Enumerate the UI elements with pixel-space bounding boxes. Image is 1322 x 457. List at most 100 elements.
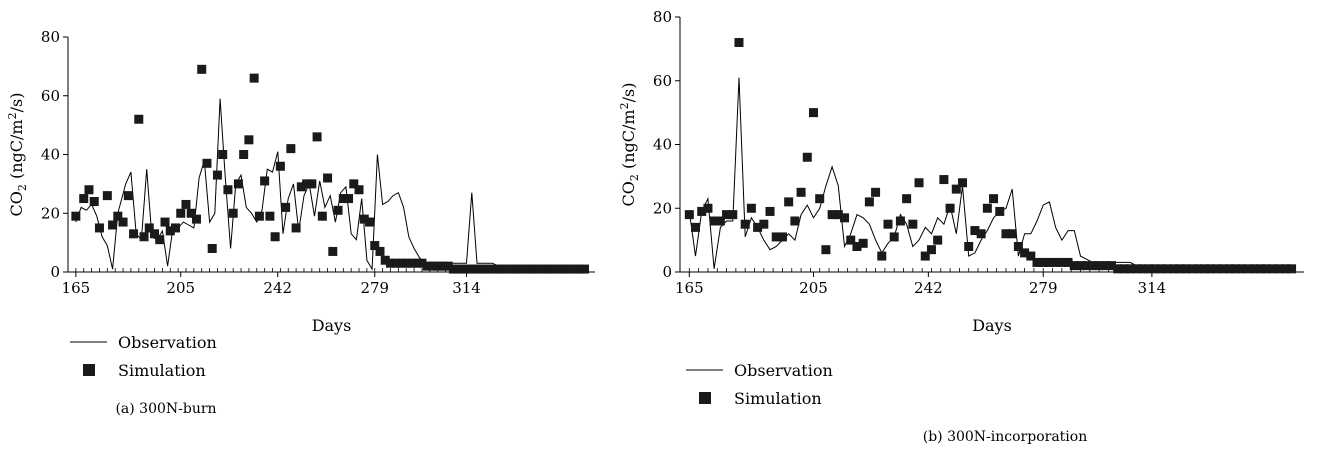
simulation-point	[469, 264, 479, 274]
simulation-point	[302, 179, 312, 189]
simulation-point	[160, 217, 170, 227]
simulation-point	[354, 185, 364, 195]
x-tick-label: 205	[799, 279, 828, 297]
simulation-point	[249, 73, 259, 83]
simulation-point	[385, 258, 395, 268]
simulation-point	[165, 226, 175, 236]
simulation-point	[244, 135, 254, 145]
y-tick-label: 0	[662, 263, 672, 281]
simulation-point	[1144, 264, 1154, 274]
simulation-point	[532, 264, 542, 274]
series-observation-line	[75, 98, 582, 271]
simulation-point	[753, 222, 763, 232]
simulation-point	[939, 175, 949, 185]
simulation-point	[275, 161, 285, 171]
simulation-point	[1100, 261, 1110, 271]
simulation-point	[951, 184, 961, 194]
simulation-point	[548, 264, 558, 274]
simulation-point	[454, 264, 464, 274]
simulation-point	[796, 187, 806, 197]
simulation-point	[265, 211, 275, 221]
y-tick-label: 20	[653, 199, 672, 217]
x-tick-label: 279	[1029, 279, 1058, 297]
simulation-point	[790, 216, 800, 226]
simulation-point	[150, 229, 160, 239]
simulation-point	[740, 219, 750, 229]
simulation-point	[858, 238, 868, 248]
y-tick-label: 40	[653, 136, 672, 154]
legend-label-observation: Observation	[118, 333, 217, 352]
x-axis-label: Days	[972, 316, 1012, 335]
y-axis-label: CO2 (ngC/m2/s)	[618, 83, 641, 207]
simulation-point	[433, 261, 443, 271]
simulation-point	[176, 208, 186, 218]
simulation-point	[94, 223, 104, 233]
simulation-point	[197, 64, 207, 74]
simulation-point	[1156, 264, 1166, 274]
simulation-point	[1224, 264, 1234, 274]
simulation-point	[84, 185, 94, 195]
simulation-point	[443, 261, 453, 271]
simulation-point	[1063, 257, 1073, 267]
simulation-point	[317, 211, 327, 221]
simulation-point	[270, 232, 280, 242]
x-tick-label: 314	[452, 279, 481, 297]
simulation-point	[1113, 264, 1123, 274]
simulation-point	[889, 232, 899, 242]
simulation-point	[559, 264, 569, 274]
simulation-point	[427, 261, 437, 271]
simulation-point	[401, 258, 411, 268]
x-tick-label: 242	[263, 279, 292, 297]
simulation-point	[1268, 264, 1278, 274]
simulation-point	[970, 226, 980, 236]
simulation-point	[1032, 257, 1042, 267]
simulation-point	[920, 251, 930, 261]
y-tick-label: 80	[41, 28, 60, 46]
simulation-point	[260, 176, 270, 186]
simulation-point	[1212, 264, 1222, 274]
x-tick-label: 165	[62, 279, 91, 297]
simulation-point	[312, 132, 322, 142]
simulation-point	[501, 264, 511, 274]
simulation-point	[1088, 261, 1098, 271]
simulation-point	[833, 210, 843, 220]
simulation-point	[1187, 264, 1197, 274]
simulation-point	[123, 191, 133, 201]
x-axis-label: Days	[312, 316, 352, 335]
y-tick-label: 80	[653, 8, 672, 26]
simulation-point	[982, 203, 992, 213]
simulation-point	[485, 264, 495, 274]
simulation-point	[815, 194, 825, 204]
x-tick-label: 165	[675, 279, 704, 297]
simulation-point	[438, 261, 448, 271]
chart-caption: (a) 300N-burn	[115, 401, 216, 417]
simulation-point	[846, 235, 856, 245]
legend-label-observation: Observation	[734, 361, 833, 380]
simulation-point	[543, 264, 553, 274]
simulation-point	[1138, 264, 1148, 274]
simulation-point	[703, 203, 713, 213]
simulation-point	[108, 220, 118, 230]
simulation-point	[580, 264, 590, 274]
y-tick-label: 40	[41, 146, 60, 164]
simulation-point	[1001, 229, 1011, 239]
simulation-point	[1243, 264, 1253, 274]
y-tick-label: 20	[41, 204, 60, 222]
simulation-point	[1175, 264, 1185, 274]
chart-panel-b: 0 20 40 60 80 165 205 242 279 314 Days CO2 (ngC/m2/…	[618, 8, 1304, 445]
simulation-point	[1162, 264, 1172, 274]
simulation-point	[406, 258, 416, 268]
simulation-point	[291, 223, 301, 233]
simulation-point	[155, 235, 165, 245]
simulation-point	[1262, 264, 1272, 274]
simulation-point	[323, 173, 333, 183]
simulation-point	[286, 144, 296, 154]
simulation-point	[933, 235, 943, 245]
simulation-point	[170, 223, 180, 233]
simulation-point	[338, 194, 348, 204]
y-tick-label: 60	[41, 87, 60, 105]
simulation-point	[496, 264, 506, 274]
simulation-point	[1013, 242, 1023, 251]
simulation-point	[569, 264, 579, 274]
simulation-point	[1280, 264, 1290, 274]
